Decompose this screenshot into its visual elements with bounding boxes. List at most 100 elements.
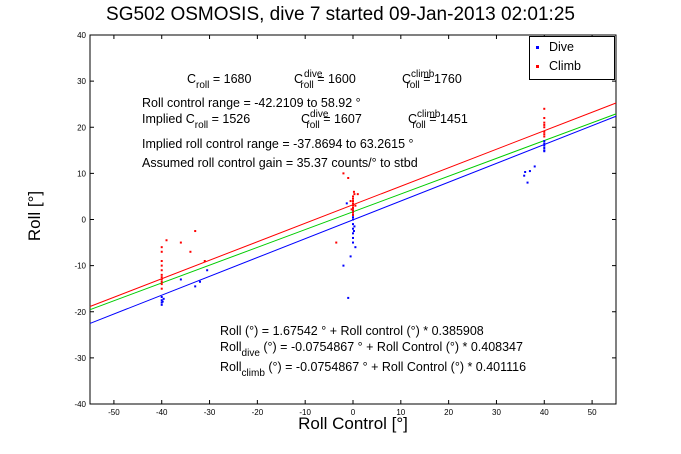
data-point xyxy=(543,123,546,126)
data-point xyxy=(160,264,163,267)
data-point xyxy=(543,147,546,150)
data-point xyxy=(352,200,354,203)
data-point xyxy=(352,227,354,230)
data-point xyxy=(353,193,356,196)
data-point xyxy=(543,150,546,153)
data-point xyxy=(160,246,163,249)
equation-roll-climb: Rollclimb (°) = -0.0754867 ° + Roll Cont… xyxy=(220,360,527,379)
data-point xyxy=(352,206,354,209)
y-tick-label: -30 xyxy=(74,354,86,363)
legend-item-dive: Dive xyxy=(536,40,574,54)
data-point xyxy=(352,204,354,207)
x-tick-label: -10 xyxy=(299,408,311,417)
y-axis-label: Roll [°] xyxy=(25,190,44,242)
data-point xyxy=(352,236,354,239)
data-point xyxy=(352,195,354,198)
data-point xyxy=(179,278,182,281)
data-point xyxy=(533,165,536,168)
roll-control-range: Roll control range = -42.2109 to 58.92 ° xyxy=(142,96,361,110)
equation-roll-dive: Rolldive (°) = -0.0754867 ° + Roll Contr… xyxy=(220,340,523,359)
data-point xyxy=(165,239,168,242)
data-point xyxy=(543,144,546,147)
data-point xyxy=(160,303,163,306)
data-point xyxy=(528,170,531,173)
equation-roll: Roll (°) = 1.67542 ° + Roll control (°) … xyxy=(220,324,484,338)
data-point xyxy=(352,209,354,212)
data-point xyxy=(543,135,546,138)
chart-title: SG502 OSMOSIS, dive 7 started 09-Jan-201… xyxy=(106,4,575,25)
data-point xyxy=(160,273,163,276)
y-tick-label: -20 xyxy=(74,308,86,317)
data-point xyxy=(352,190,355,193)
x-axis-label: Roll Control [°] xyxy=(298,414,408,433)
data-point xyxy=(543,117,546,120)
x-tick-label: -50 xyxy=(108,408,120,417)
data-point xyxy=(352,230,355,233)
data-point xyxy=(352,218,354,221)
x-tick-label: -20 xyxy=(252,408,264,417)
data-point xyxy=(160,269,163,272)
y-tick-label: 40 xyxy=(77,31,86,40)
legend: Dive Climb xyxy=(529,36,615,80)
data-point xyxy=(543,130,546,133)
data-point xyxy=(352,232,354,235)
data-point xyxy=(189,250,192,253)
data-point xyxy=(543,126,546,129)
x-tick-label: 10 xyxy=(396,408,405,417)
c-roll-climb-annotation: Cclimbroll = 1760 xyxy=(402,69,462,91)
legend-marker-dive xyxy=(536,46,539,50)
data-point xyxy=(160,278,163,281)
x-tick-label: 0 xyxy=(351,408,356,417)
roll-control-gain: Assumed roll control gain = 35.37 counts… xyxy=(142,156,418,170)
implied-c-roll: Implied Croll = 1526 xyxy=(142,112,251,131)
y-tick-label: 0 xyxy=(82,216,87,225)
data-point xyxy=(160,295,163,298)
data-point xyxy=(352,223,354,226)
x-tick-label: 30 xyxy=(492,408,501,417)
legend-marker-climb xyxy=(536,65,539,69)
data-point xyxy=(179,241,182,244)
data-point xyxy=(160,276,163,279)
implied-c-roll-climb: Cclimbroll = 1451 xyxy=(408,109,468,131)
x-tick-label: -30 xyxy=(204,408,216,417)
data-point xyxy=(352,241,354,244)
data-point xyxy=(198,280,201,283)
data-point xyxy=(353,225,356,228)
data-point xyxy=(161,300,164,303)
c-roll-dive-annotation: Cdiveroll = 1600 xyxy=(294,69,356,91)
data-point xyxy=(354,204,357,207)
data-point xyxy=(194,285,197,288)
implied-roll-control-range: Implied roll control range = -37.8694 to… xyxy=(142,137,414,151)
data-point xyxy=(350,208,353,211)
data-point xyxy=(160,260,163,263)
data-point xyxy=(523,174,526,177)
data-point xyxy=(347,296,350,299)
data-point xyxy=(352,211,354,214)
legend-label-climb: Climb xyxy=(549,59,581,73)
data-point xyxy=(342,172,345,175)
data-point xyxy=(160,280,163,283)
legend-label-dive: Dive xyxy=(549,40,575,54)
data-point xyxy=(352,202,354,205)
y-tick-label: -10 xyxy=(74,262,86,271)
data-point xyxy=(543,133,546,136)
data-point xyxy=(206,269,209,272)
data-point xyxy=(342,264,345,267)
data-point xyxy=(203,260,206,263)
data-point xyxy=(543,142,546,145)
x-tick-label: 50 xyxy=(588,408,597,417)
x-tick-label: -40 xyxy=(156,408,168,417)
data-points xyxy=(160,107,546,306)
data-point xyxy=(524,170,527,173)
data-point xyxy=(352,216,354,219)
data-point xyxy=(349,200,352,203)
data-point xyxy=(160,283,163,286)
data-point xyxy=(345,202,348,205)
y-tick-label: 30 xyxy=(77,77,86,86)
c-roll-annotation: Croll = 1680 xyxy=(187,72,252,91)
data-point xyxy=(349,255,352,258)
data-point xyxy=(543,107,546,110)
data-point xyxy=(543,121,546,124)
x-tick-label: 20 xyxy=(444,408,453,417)
